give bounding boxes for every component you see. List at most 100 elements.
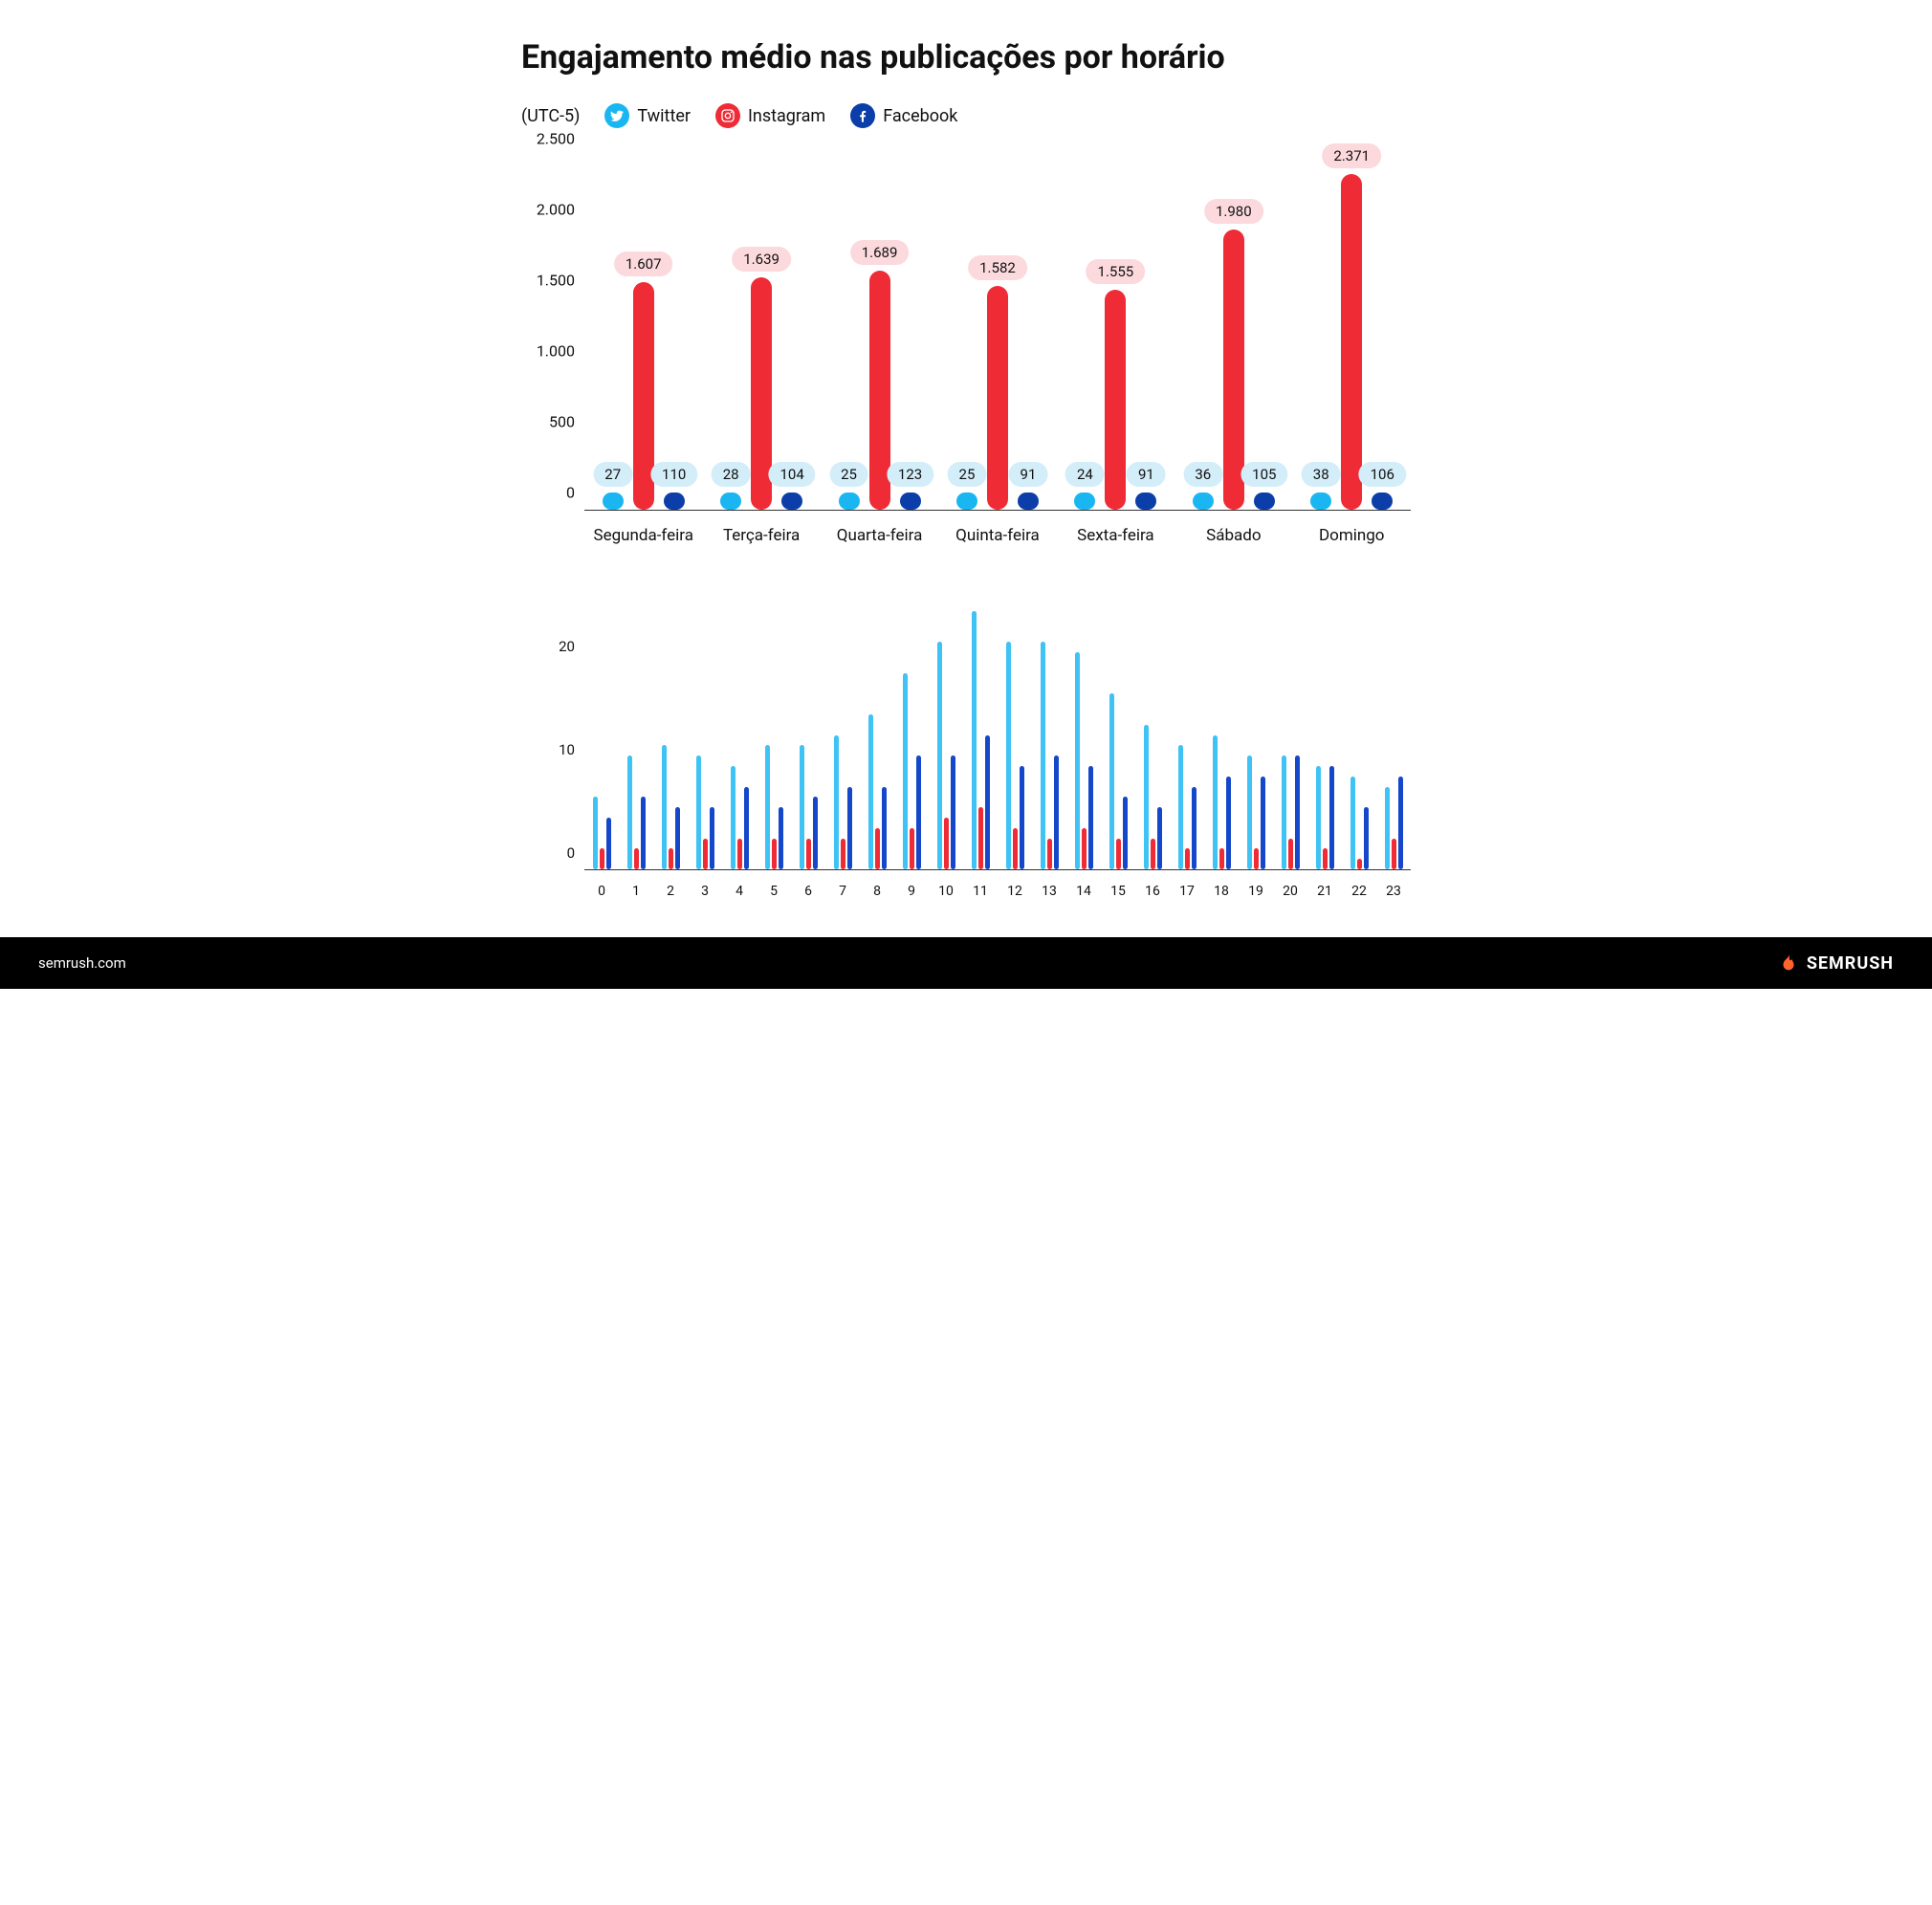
bar-twitter	[1041, 642, 1045, 869]
bar-instagram	[1047, 839, 1052, 869]
bar-instagram	[875, 828, 880, 869]
xtick: Segunda-feira	[584, 516, 702, 545]
value-badge: 25	[829, 462, 868, 487]
bar-instagram	[737, 839, 742, 869]
bar-twitter	[696, 755, 701, 869]
bar-facebook	[985, 735, 990, 869]
bar-twitter	[800, 745, 804, 869]
bar-facebook: 91	[1018, 493, 1039, 510]
bar-twitter: 25	[956, 493, 977, 510]
bar-instagram	[1116, 839, 1121, 869]
bar-instagram	[634, 848, 639, 869]
xtick: Quinta-feira	[938, 516, 1056, 545]
value-badge: 110	[650, 462, 697, 487]
bar-instagram	[944, 818, 949, 869]
bar-instagram	[1082, 828, 1087, 869]
bar-facebook	[1329, 766, 1334, 869]
bar-facebook	[606, 818, 611, 869]
bar-twitter	[1213, 735, 1218, 869]
bar-instagram	[1219, 848, 1224, 869]
ytick: 1.500	[537, 272, 575, 290]
hour-column	[1307, 612, 1342, 869]
daily-chart-yaxis: 05001.0001.5002.0002.500	[521, 157, 584, 511]
bar-facebook	[1020, 766, 1024, 869]
bar-facebook	[1192, 787, 1197, 869]
bar-instagram	[703, 839, 708, 869]
value-badge: 91	[1009, 462, 1048, 487]
xtick: 8	[860, 876, 894, 899]
hour-column	[757, 612, 791, 869]
bar-twitter	[1006, 642, 1011, 869]
ytick: 10	[559, 741, 575, 758]
xtick: 23	[1376, 876, 1411, 899]
daily-chart-plot: 271.607110281.639104251.689123251.582912…	[584, 157, 1411, 511]
bar-twitter	[765, 745, 770, 869]
hour-column	[1032, 612, 1066, 869]
bar-facebook	[675, 807, 680, 869]
legend-label: Facebook	[883, 106, 957, 126]
xtick: 13	[1032, 876, 1066, 899]
ytick: 1.000	[537, 342, 575, 361]
bar-twitter	[937, 642, 942, 869]
value-badge: 1.582	[968, 255, 1027, 280]
bar-instagram	[1151, 839, 1155, 869]
xtick: 5	[757, 876, 791, 899]
bar-twitter	[627, 755, 632, 869]
bar-twitter	[972, 611, 977, 869]
bar-twitter	[1178, 745, 1183, 869]
bar-twitter	[868, 714, 873, 869]
hour-column	[1239, 612, 1273, 869]
value-badge: 106	[1359, 462, 1406, 487]
ytick: 0	[566, 484, 575, 502]
flame-icon	[1778, 952, 1799, 974]
hour-column	[688, 612, 722, 869]
bar-instagram	[1323, 848, 1328, 869]
xtick: 10	[929, 876, 963, 899]
bar-twitter	[593, 797, 598, 869]
xtick: 20	[1273, 876, 1307, 899]
day-column: 361.980105	[1175, 157, 1292, 510]
day-column: 251.689123	[821, 157, 938, 510]
bar-facebook	[1398, 777, 1403, 869]
bar-facebook	[882, 787, 887, 869]
daily-chart: 05001.0001.5002.0002.500 271.607110281.6…	[521, 157, 1411, 511]
value-badge: 25	[948, 462, 987, 487]
value-badge: 1.639	[732, 247, 791, 272]
bar-facebook	[1295, 755, 1300, 869]
legend-label: Twitter	[637, 106, 691, 126]
value-badge: 2.371	[1322, 143, 1381, 168]
bar-twitter: 27	[603, 493, 624, 510]
xtick: Sábado	[1175, 516, 1292, 545]
bar-facebook: 105	[1254, 493, 1275, 510]
bar-instagram: 1.980	[1223, 230, 1244, 510]
day-column: 241.55591	[1057, 157, 1175, 510]
hour-column	[1204, 612, 1239, 869]
hourly-chart: 01020	[521, 612, 1411, 870]
value-badge: 1.689	[850, 240, 910, 265]
bar-facebook	[641, 797, 646, 869]
bar-twitter	[1144, 725, 1149, 869]
xtick: Quarta-feira	[821, 516, 938, 545]
bar-facebook	[1261, 777, 1265, 869]
hour-column	[584, 612, 619, 869]
value-badge: 105	[1240, 462, 1287, 487]
footer: semrush.com SEMRUSH	[0, 937, 1932, 989]
bar-facebook	[813, 797, 818, 869]
bar-instagram	[910, 828, 914, 869]
value-badge: 27	[593, 462, 632, 487]
bar-twitter	[1247, 755, 1252, 869]
bar-instagram	[669, 848, 673, 869]
bar-twitter	[731, 766, 735, 869]
semrush-logo: SEMRUSH	[1778, 952, 1894, 974]
value-badge: 38	[1302, 462, 1341, 487]
bar-instagram	[772, 839, 777, 869]
hour-column	[619, 612, 653, 869]
bar-facebook	[1088, 766, 1093, 869]
bar-instagram: 1.582	[987, 286, 1008, 510]
xtick: 18	[1204, 876, 1239, 899]
value-badge: 1.980	[1204, 199, 1263, 224]
bar-instagram	[1288, 839, 1293, 869]
hour-column	[1273, 612, 1307, 869]
bar-twitter	[1350, 777, 1355, 869]
ytick: 2.500	[537, 130, 575, 148]
